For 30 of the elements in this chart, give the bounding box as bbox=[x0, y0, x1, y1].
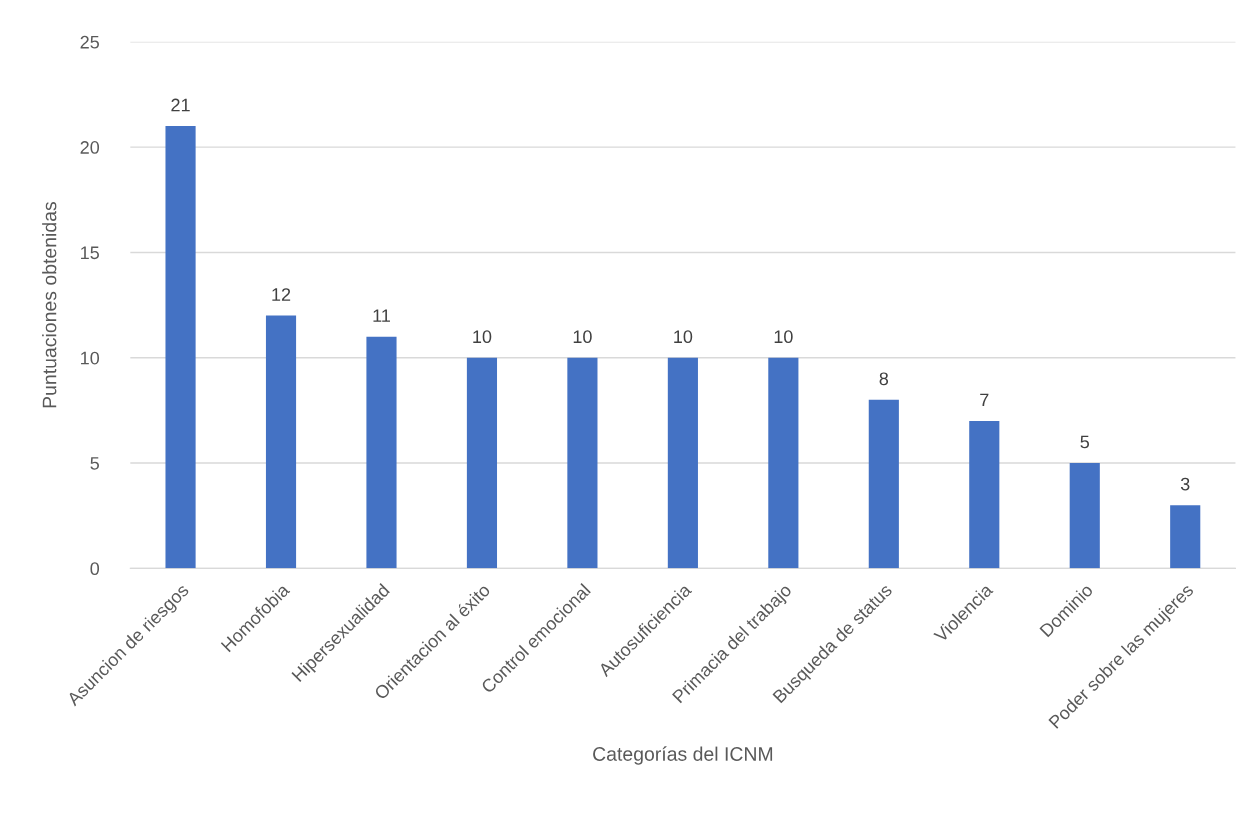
bar bbox=[466, 357, 498, 569]
bar bbox=[768, 357, 799, 569]
y-tick-label: 0 bbox=[90, 562, 100, 576]
bar bbox=[265, 315, 297, 569]
bar bbox=[969, 420, 1000, 569]
data-label: 12 bbox=[272, 288, 291, 301]
data-label: 3 bbox=[1180, 477, 1190, 491]
data-label: 8 bbox=[879, 372, 889, 386]
y-tick-label: 20 bbox=[80, 141, 100, 154]
data-label: 5 bbox=[1080, 435, 1090, 449]
data-label: 7 bbox=[980, 393, 989, 407]
data-label: 10 bbox=[473, 330, 492, 344]
bar bbox=[667, 357, 698, 569]
data-label: 10 bbox=[573, 330, 592, 344]
data-label: 10 bbox=[674, 330, 693, 344]
y-tick-label: 10 bbox=[81, 351, 100, 365]
y-tick-label: 15 bbox=[81, 246, 99, 260]
data-label: 10 bbox=[774, 330, 793, 344]
bar bbox=[868, 399, 899, 569]
y-tick-label: 25 bbox=[80, 35, 99, 49]
bar bbox=[567, 357, 598, 569]
bar bbox=[366, 336, 397, 569]
data-label: 11 bbox=[373, 309, 390, 322]
data-label: 21 bbox=[171, 98, 190, 112]
y-tick-label: 5 bbox=[90, 457, 99, 470]
bar bbox=[1170, 505, 1201, 569]
bar bbox=[1069, 463, 1100, 569]
x-axis-title: Categorías del ICNM bbox=[593, 746, 773, 765]
y-axis-title: Puntuaciones obtenidas bbox=[42, 202, 57, 408]
bar bbox=[165, 126, 196, 569]
